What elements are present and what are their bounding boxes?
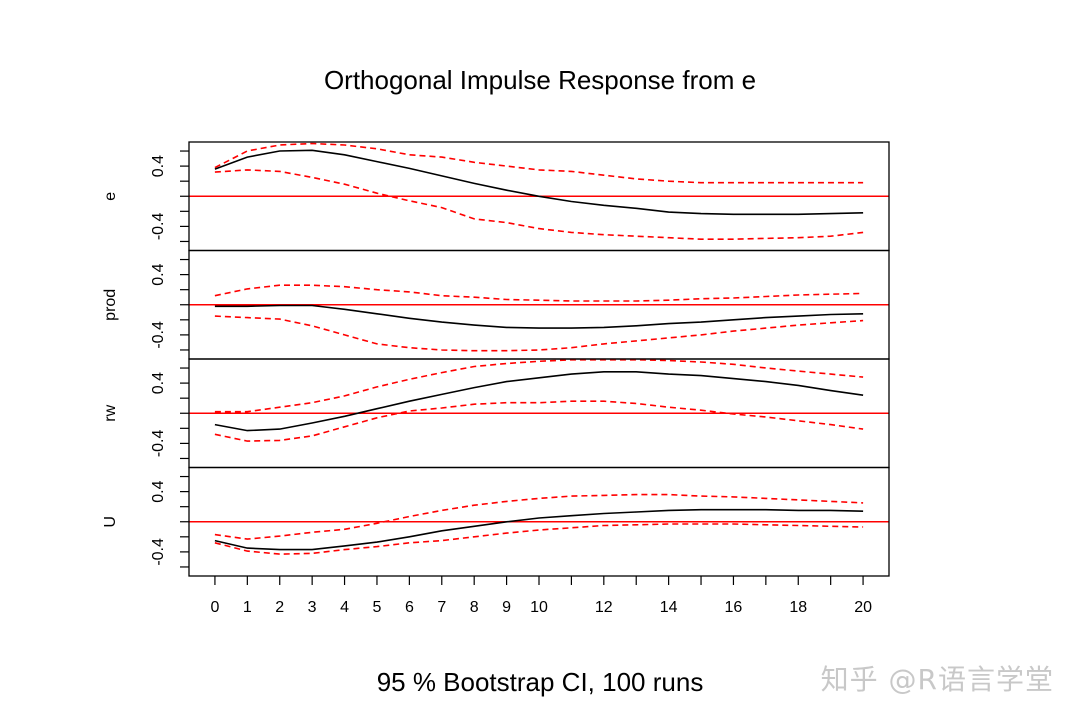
x-tick-label: 5	[373, 599, 382, 616]
panel-rw: -0.4 0.4 rw	[102, 358, 890, 469]
y-tick-label-rw: -0.4	[150, 430, 167, 458]
x-tick-label: 18	[789, 599, 807, 616]
y-tick-label-U: 0.4	[150, 480, 167, 502]
ci-upper-line-rw	[214, 358, 864, 413]
panel-group: -0.4 0.4 e -0.4 0.4 prod -0.4 0.4 rw -0.4 0.4 U	[102, 141, 890, 577]
panel-prod: -0.4 0.4 prod	[102, 249, 890, 360]
y-tick-label-e: 0.4	[150, 155, 167, 177]
x-tick-label: 10	[530, 599, 548, 616]
x-axis: 0 1 2 3 4 5 6 7 8 9 10 12 14 16 18 20	[210, 576, 872, 616]
x-tick-label: 20	[854, 599, 872, 616]
panel-label-e: e	[102, 192, 119, 201]
ci-lower-line-e	[214, 169, 864, 240]
x-tick-label: 7	[437, 599, 446, 616]
panel-label-rw: rw	[102, 404, 119, 421]
response-line-rw	[214, 370, 864, 432]
y-tick-label-rw: 0.4	[150, 372, 167, 394]
watermark-text: 知乎 @R语言学堂	[820, 663, 1054, 696]
x-tick-label: 4	[340, 599, 349, 616]
x-tick-label: 6	[405, 599, 414, 616]
panel-label-prod: prod	[102, 289, 119, 321]
x-tick-label: 9	[502, 599, 511, 616]
y-tick-label-U: -0.4	[150, 538, 167, 566]
y-tick-label-prod: -0.4	[150, 321, 167, 349]
x-tick-label: 3	[308, 599, 317, 616]
response-line-e	[214, 149, 864, 216]
ci-lower-line-U	[214, 523, 864, 555]
x-tick-label: 14	[660, 599, 678, 616]
chart-subtitle: 95 % Bootstrap CI, 100 runs	[377, 667, 704, 697]
panel-label-U: U	[102, 516, 119, 528]
ci-upper-line-prod	[214, 284, 864, 302]
ci-upper-line-U	[214, 493, 864, 540]
x-tick-label: 1	[243, 599, 252, 616]
panel-e: -0.4 0.4 e	[102, 141, 890, 252]
response-line-prod	[214, 304, 864, 329]
chart-title: Orthogonal Impulse Response from e	[324, 65, 756, 95]
y-tick-label-e: -0.4	[150, 213, 167, 241]
y-tick-label-prod: 0.4	[150, 263, 167, 285]
ci-lower-line-prod	[214, 315, 864, 352]
x-tick-label: 16	[725, 599, 743, 616]
x-tick-label: 0	[210, 599, 219, 616]
ci-lower-line-rw	[214, 400, 864, 442]
response-line-U	[214, 508, 864, 551]
panel-U: -0.4 0.4 U	[102, 466, 890, 577]
x-tick-label: 8	[470, 599, 479, 616]
x-tick-label: 12	[595, 599, 613, 616]
x-tick-label: 2	[275, 599, 284, 616]
ci-upper-line-e	[214, 142, 864, 184]
